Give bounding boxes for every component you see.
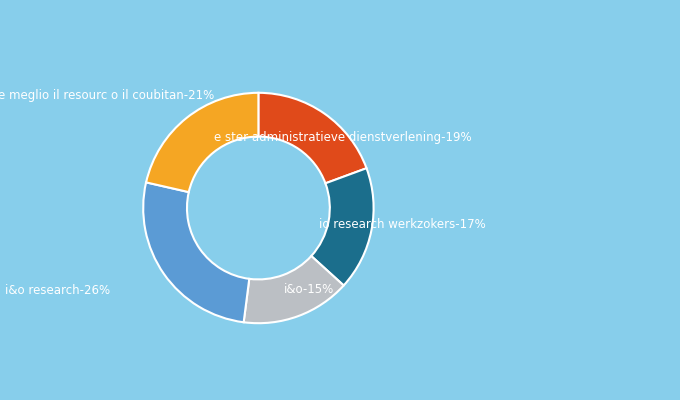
Wedge shape <box>258 93 367 183</box>
Wedge shape <box>311 168 373 286</box>
Wedge shape <box>143 182 250 322</box>
Text: e ster administratieve dienstverlening-19%: e ster administratieve dienstverlening-1… <box>214 131 471 144</box>
Text: i&o-15%: i&o-15% <box>284 282 335 296</box>
Text: i&o research-26%: i&o research-26% <box>5 284 110 297</box>
Text: io research werkzokers-17%: io research werkzokers-17% <box>319 218 486 231</box>
Wedge shape <box>243 256 343 323</box>
Text: e meglio il resourc o il coubitan-21%: e meglio il resourc o il coubitan-21% <box>0 89 214 102</box>
Wedge shape <box>146 93 258 192</box>
